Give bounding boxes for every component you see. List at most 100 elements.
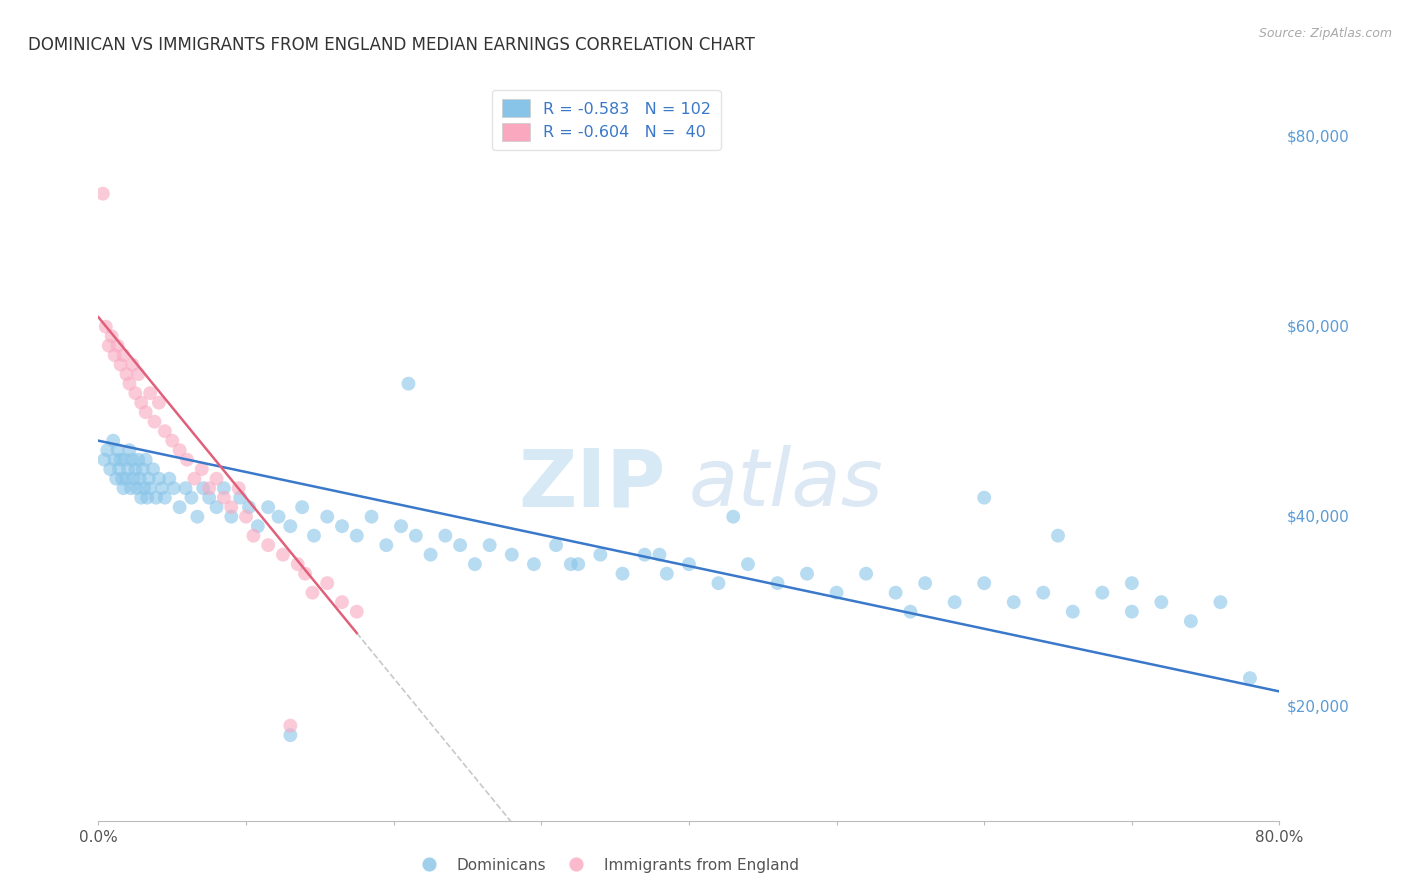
Point: [589, 548, 612, 562]
Point: [1032, 585, 1054, 599]
Point: [212, 481, 235, 495]
Point: [108, 462, 131, 476]
Point: [1091, 585, 1114, 599]
Point: [678, 557, 700, 571]
Point: [291, 500, 314, 515]
Point: [501, 548, 523, 562]
Point: [219, 509, 243, 524]
Point: [523, 557, 546, 571]
Point: [183, 472, 205, 486]
Point: [107, 339, 129, 353]
Point: [464, 557, 486, 571]
Point: [278, 719, 302, 733]
Point: [145, 491, 167, 505]
Point: [112, 348, 135, 362]
Point: [914, 576, 936, 591]
Point: [825, 585, 848, 599]
Text: Source: ZipAtlas.com: Source: ZipAtlas.com: [1258, 27, 1392, 40]
Point: [205, 472, 228, 486]
Point: [150, 481, 173, 495]
Text: $40,000: $40,000: [1286, 509, 1350, 524]
Point: [142, 462, 165, 476]
Point: [346, 605, 368, 619]
Point: [612, 566, 634, 581]
Point: [267, 509, 290, 524]
Point: [434, 529, 457, 543]
Point: [128, 472, 150, 486]
Point: [120, 481, 142, 495]
Point: [198, 481, 221, 495]
Point: [162, 434, 183, 448]
Point: [560, 557, 582, 571]
Point: [219, 500, 243, 515]
Point: [134, 481, 156, 495]
Point: [766, 576, 789, 591]
Point: [186, 509, 208, 524]
Point: [96, 443, 118, 458]
Point: [198, 491, 221, 505]
Point: [419, 548, 441, 562]
Point: [287, 557, 309, 571]
Point: [169, 500, 191, 515]
Legend: Dominicans, Immigrants from England: Dominicans, Immigrants from England: [408, 852, 806, 879]
Point: [176, 452, 198, 467]
Point: [117, 462, 139, 476]
Point: [737, 557, 759, 571]
Point: [330, 519, 353, 533]
Point: [124, 462, 146, 476]
Point: [1209, 595, 1232, 609]
Point: [330, 595, 353, 609]
Point: [148, 472, 170, 486]
Point: [110, 358, 132, 372]
Point: [212, 491, 235, 505]
Point: [302, 529, 325, 543]
Point: [257, 500, 280, 515]
Point: [93, 452, 115, 467]
Point: [405, 529, 427, 543]
Point: [278, 728, 302, 742]
Point: [115, 367, 138, 381]
Point: [139, 386, 162, 401]
Point: [1121, 576, 1143, 591]
Point: [855, 566, 877, 581]
Point: [121, 358, 143, 372]
Point: [129, 491, 152, 505]
Point: [114, 452, 136, 467]
Point: [122, 472, 145, 486]
Point: [229, 491, 252, 505]
Point: [278, 519, 302, 533]
Point: [1180, 614, 1202, 628]
Point: [655, 566, 678, 581]
Text: $60,000: $60,000: [1286, 319, 1350, 334]
Text: $80,000: $80,000: [1286, 129, 1350, 145]
Point: [153, 424, 176, 438]
Point: [163, 481, 186, 495]
Point: [546, 538, 568, 552]
Point: [316, 509, 339, 524]
Point: [148, 395, 170, 409]
Point: [257, 538, 280, 552]
Point: [478, 538, 501, 552]
Point: [449, 538, 471, 552]
Point: [567, 557, 589, 571]
Text: DOMINICAN VS IMMIGRANTS FROM ENGLAND MEDIAN EARNINGS CORRELATION CHART: DOMINICAN VS IMMIGRANTS FROM ENGLAND MED…: [28, 36, 755, 54]
Point: [136, 491, 159, 505]
Point: [111, 472, 134, 486]
Point: [110, 452, 132, 467]
Point: [169, 443, 191, 458]
Point: [796, 566, 818, 581]
Point: [129, 395, 152, 409]
Point: [112, 481, 135, 495]
Point: [884, 585, 907, 599]
Point: [707, 576, 730, 591]
Point: [360, 509, 382, 524]
Point: [205, 500, 228, 515]
Point: [1046, 529, 1069, 543]
Point: [246, 519, 269, 533]
Point: [375, 538, 398, 552]
Point: [143, 415, 166, 429]
Point: [174, 481, 197, 495]
Point: [127, 367, 149, 381]
Point: [127, 452, 149, 467]
Point: [238, 500, 260, 515]
